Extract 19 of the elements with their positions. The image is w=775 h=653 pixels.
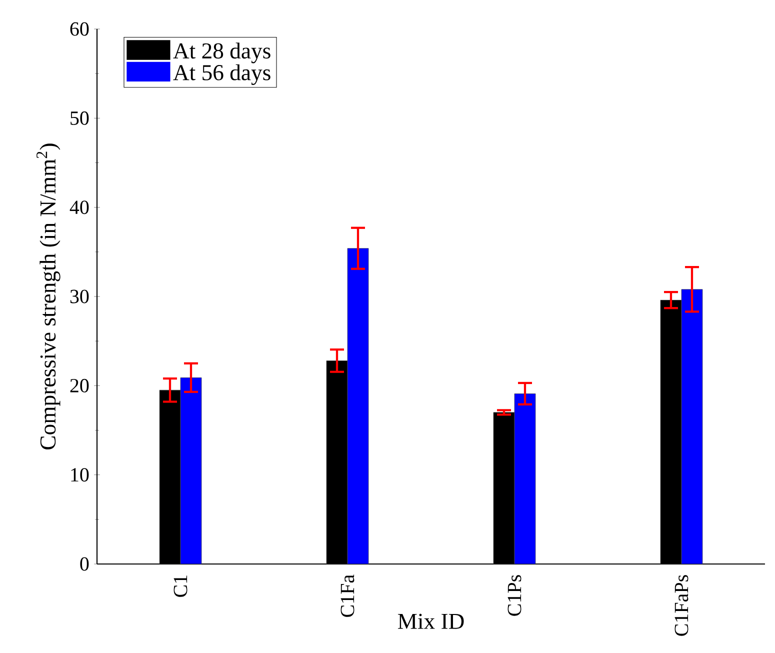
y-tick-label: 30 [70,290,89,304]
y-tick-label: 50 [70,111,89,125]
legend-label: At 28 days [173,42,270,64]
legend-label: At 56 days [173,64,270,85]
x-tick-label: C1Fa [340,574,354,617]
bar [347,248,369,564]
y-tick-label: 0 [80,557,89,571]
y-tick-label: 60 [70,22,89,36]
y-axis-title: Compressive strength (in N/mm$^{2}$) [36,144,60,450]
y-tick-label: 10 [71,468,89,482]
bar [514,393,536,564]
bar [681,289,703,564]
y-tick-label: 20 [70,378,89,392]
x-tick-label: C1FaPs [674,575,688,636]
x-tick-label: C1 [174,576,188,597]
y-tick-label: 40 [70,200,89,214]
x-axis-title: Mix ID [398,614,464,629]
x-tick-label: C1Ps [508,575,522,616]
bar [180,377,202,564]
